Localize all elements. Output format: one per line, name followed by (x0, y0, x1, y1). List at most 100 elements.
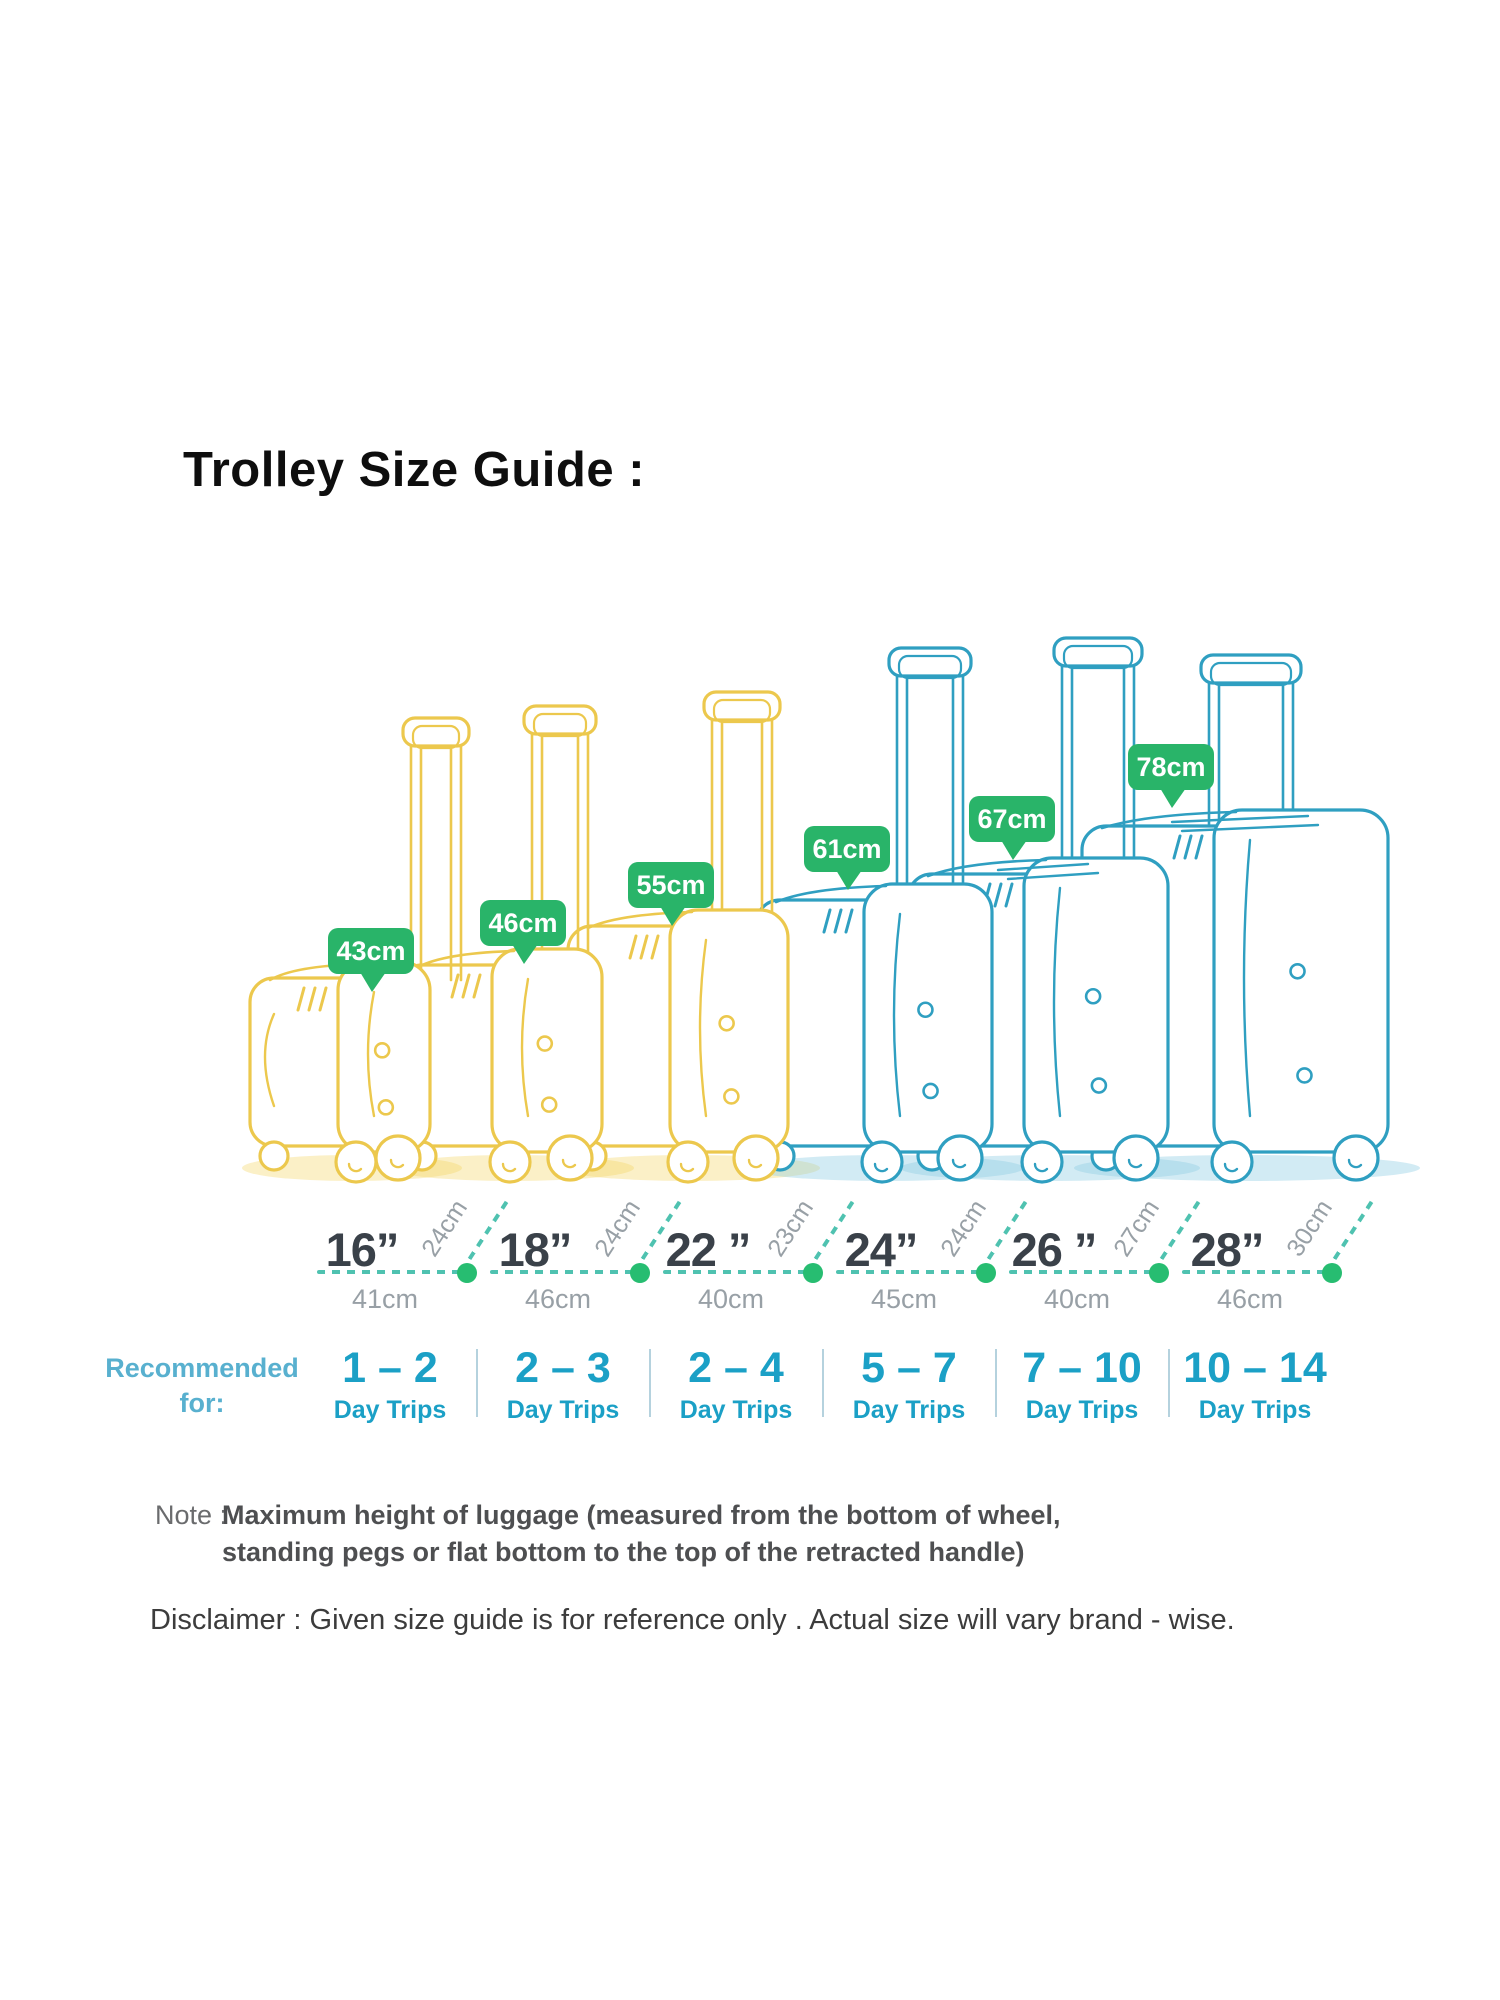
height-badge-tail (512, 944, 538, 964)
carry-handle-mark (296, 986, 306, 1012)
wheel (546, 1134, 594, 1182)
width-dash-line (1182, 1270, 1325, 1274)
day-trips-label: Day Trips (333, 1396, 447, 1424)
carry-handle-mark (1194, 834, 1204, 860)
joint-dot (457, 1263, 477, 1283)
wheel-hub (1127, 1158, 1143, 1169)
width-label: 46cm (1216, 1284, 1284, 1314)
day-range-label: 2 – 3 (515, 1344, 611, 1392)
top-handle-line (1170, 814, 1310, 824)
height-badge-label: 78cm (1136, 752, 1205, 782)
suitcase-front-panel (1212, 808, 1390, 1154)
suitcase-24in (754, 646, 994, 1184)
height-badge: 67cm (969, 796, 1055, 860)
carry-handle-mark (650, 934, 660, 960)
front-seam (1242, 838, 1252, 1118)
width-label: 46cm (524, 1284, 592, 1314)
carry-handle-mark (1183, 834, 1193, 860)
height-badge-tail (660, 906, 686, 926)
top-edge (774, 884, 888, 904)
side-seam (263, 1012, 276, 1108)
suitcase-18in (396, 704, 604, 1184)
wheel (1112, 1134, 1160, 1182)
handle-grip (887, 646, 973, 678)
wheel (374, 1134, 422, 1182)
wheel (1020, 1140, 1064, 1184)
handle-grip-inner (532, 712, 588, 738)
wheel-hub (501, 1162, 517, 1173)
recommended-line1: Recommended (105, 1353, 299, 1383)
handle-grip (401, 716, 471, 748)
column-divider (995, 1349, 997, 1417)
wheel (936, 1134, 984, 1182)
joint-dot (803, 1263, 823, 1283)
recommended-for-label: Recommended for: (104, 1351, 300, 1421)
carry-handle-mark (628, 934, 638, 960)
width-dash-line (836, 1270, 979, 1274)
day-trips-label: Day Trips (1198, 1396, 1312, 1424)
carry-handle-mark (318, 986, 328, 1012)
size-inches-label: 26 ” (1011, 1223, 1098, 1276)
size-inches-label: 16” (325, 1223, 400, 1276)
carry-handle-mark (1172, 834, 1182, 860)
top-edge (1100, 810, 1238, 830)
size-inches-label: 18” (498, 1223, 573, 1276)
wheel (488, 1140, 532, 1184)
stud-button (1296, 1067, 1313, 1084)
top-handle-line (1006, 871, 1100, 881)
wheel (860, 1140, 904, 1184)
handle-grip (1199, 653, 1303, 685)
stud-button (1090, 1077, 1108, 1094)
handle-grip-inner (897, 654, 963, 680)
handle-grip-inner (712, 698, 772, 724)
wheel-hub (1347, 1158, 1363, 1169)
stud-button (1289, 962, 1306, 980)
column-divider (649, 1349, 651, 1417)
height-badge-label: 61cm (812, 834, 881, 864)
wheel-hub (679, 1162, 695, 1173)
width-label: 45cm (870, 1284, 938, 1314)
stud-button (1084, 987, 1102, 1005)
handle-grip-inner (411, 724, 461, 750)
height-badge-box (969, 796, 1055, 842)
stud-button (536, 1035, 554, 1052)
stud-button (718, 1014, 735, 1032)
top-edge (926, 858, 1048, 878)
day-range-label: 5 – 7 (861, 1344, 957, 1392)
width-dash-line (1009, 1270, 1152, 1274)
width-label: 41cm (351, 1284, 419, 1314)
wheel-hub (561, 1158, 577, 1169)
suitcase-16in (248, 716, 471, 1184)
day-trips-label: Day Trips (679, 1396, 793, 1424)
front-seam (366, 990, 376, 1118)
front-seam (892, 912, 902, 1118)
height-badge: 55cm (628, 862, 714, 926)
wheel (1210, 1140, 1254, 1184)
wheel-hub (347, 1162, 363, 1173)
suitcase-front-panel (1022, 856, 1170, 1154)
day-range-label: 2 – 4 (688, 1344, 784, 1392)
carry-handle-mark (461, 973, 471, 999)
day-trips-label: Day Trips (1025, 1396, 1139, 1424)
height-badge: 43cm (328, 928, 414, 992)
front-seam (520, 977, 530, 1118)
height-badge-label: 67cm (977, 804, 1046, 834)
height-badge-tail (836, 870, 862, 890)
stud-button (723, 1088, 740, 1105)
front-seam (698, 938, 708, 1118)
suitcase-front-panel (862, 882, 994, 1154)
top-handle-line (1180, 823, 1320, 833)
width-dash-line (663, 1270, 806, 1274)
stud-button (377, 1099, 395, 1116)
carry-handle-mark (833, 908, 843, 934)
width-dash-line (317, 1270, 460, 1274)
width-label: 40cm (1043, 1284, 1111, 1314)
note-text-line1: Maximum height of luggage (measured from… (222, 1500, 1061, 1530)
carry-handle-mark (844, 908, 854, 934)
height-badge-tail (1160, 788, 1186, 808)
wheel (258, 1140, 290, 1172)
height-badge-box (804, 826, 890, 872)
height-badge: 46cm (480, 900, 566, 964)
height-badge-tail (360, 972, 386, 992)
